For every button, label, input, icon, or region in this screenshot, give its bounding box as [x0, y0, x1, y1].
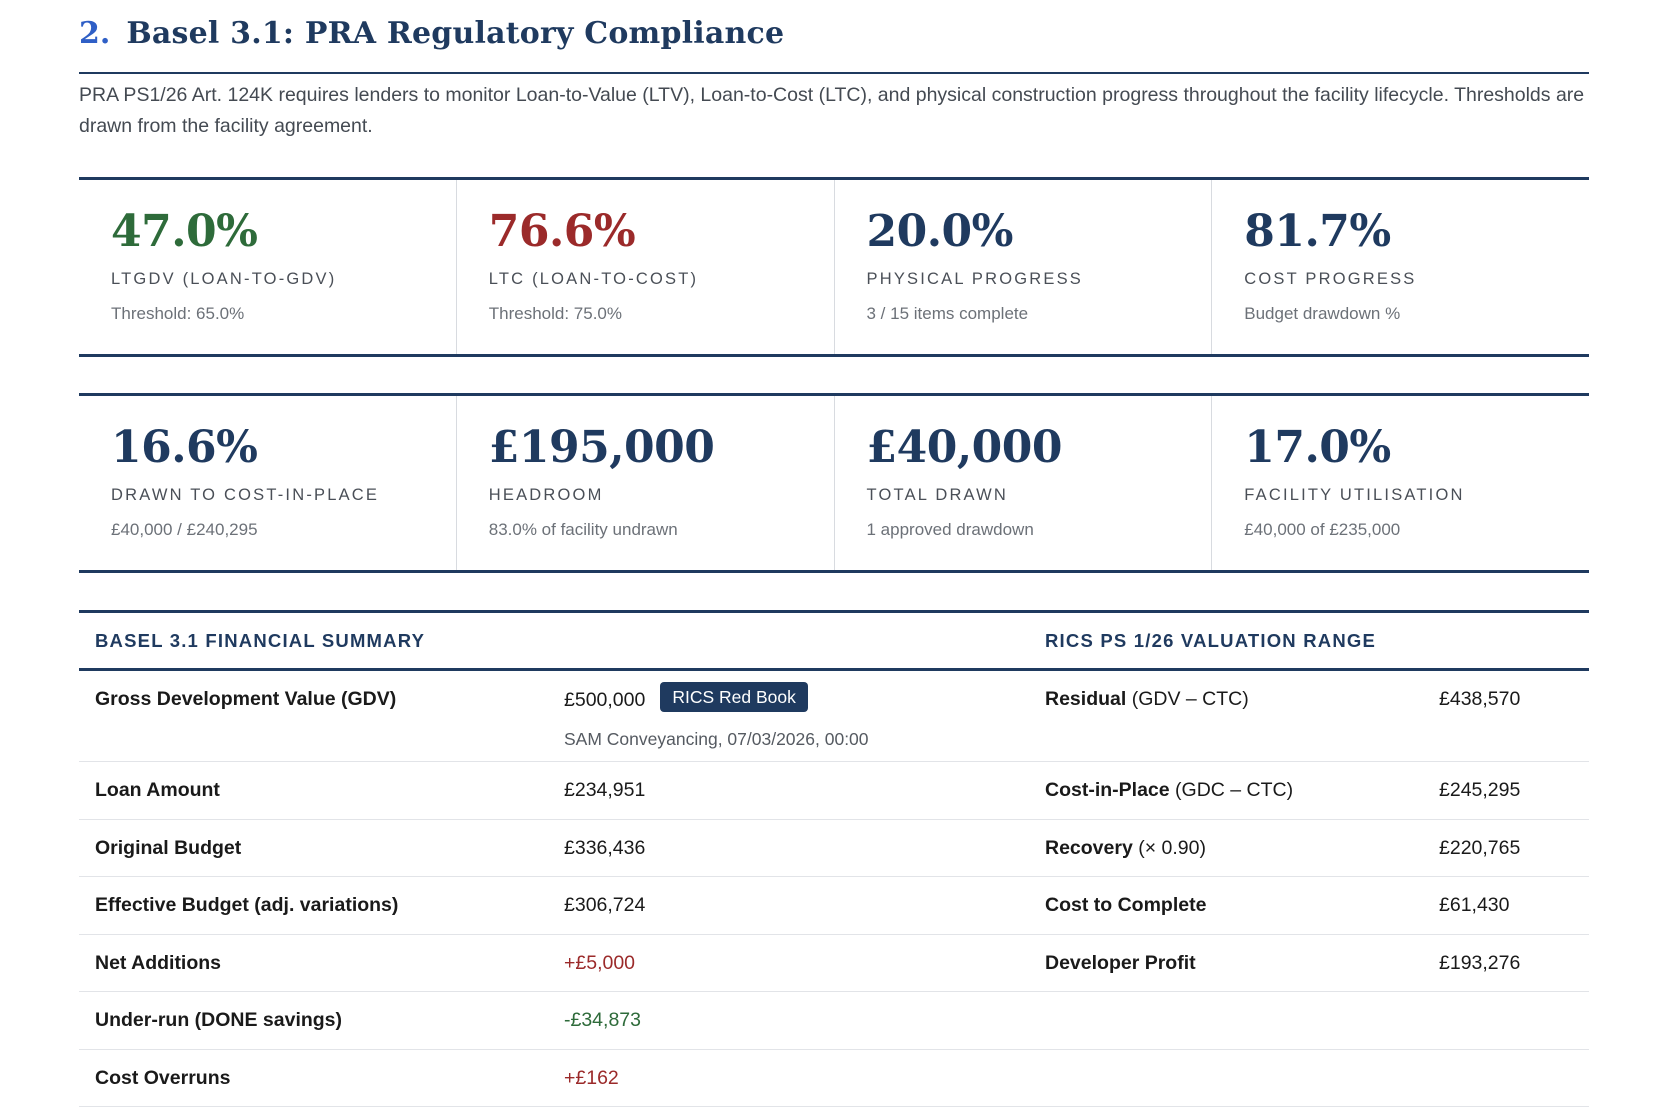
- kpi-value: 17.0%: [1244, 422, 1391, 473]
- kpi-value: 47.0%: [111, 206, 258, 257]
- kpi-value: £195,000: [488, 422, 715, 473]
- row-label: Loan Amount: [95, 779, 220, 801]
- kpi-label: Physical Progress: [866, 270, 1084, 288]
- kpi-label: Drawn to Cost-in-Place: [111, 486, 380, 504]
- kpi-cost-progress: 81.7% Cost Progress Budget drawdown %: [1211, 180, 1589, 354]
- section-heading: Basel 3.1: PRA Regulatory Compliance: [126, 16, 785, 51]
- kpi-subtext: Threshold: 65.0%: [111, 304, 245, 323]
- kpi-ltgdv: 47.0% LTGDV (Loan-to-GDV) Threshold: 65.…: [79, 180, 456, 354]
- kpi-value: 16.6%: [111, 422, 258, 473]
- kpi-headroom: £195,000 Headroom 83.0% of facility undr…: [455, 396, 834, 570]
- row-value: £500,000 RICS Red Book: [564, 682, 808, 712]
- row-label: Net Additions: [95, 951, 222, 974]
- kpi-subtext: 83.0% of facility undrawn: [488, 520, 678, 539]
- valuation-value: £220,765: [1439, 836, 1521, 859]
- section-number: 2.: [79, 16, 111, 51]
- valuation-label: Residual (GDV – CTC): [1045, 688, 1249, 711]
- row-label: Gross Development Value (GDV): [95, 688, 397, 710]
- table-row: Original Budget £336,436 Recovery (× 0.9…: [79, 820, 1589, 877]
- table-row: Effective Budget (adj. variations) £306,…: [79, 877, 1589, 935]
- valuation-label-name: Developer Profit: [1045, 951, 1196, 974]
- kpi-label: Total Drawn: [866, 486, 1009, 504]
- valuation-value: £193,276: [1439, 951, 1521, 974]
- row-value: +£5,000: [564, 951, 636, 974]
- valuation-range-heading: RICS PS 1/26 Valuation Range: [1045, 630, 1377, 651]
- table-row: Under-run (DONE savings) -£34,873: [79, 992, 1589, 1050]
- row-value: £306,724: [564, 894, 646, 916]
- valuation-label: Recovery (× 0.90): [1045, 837, 1206, 860]
- row-value: -£34,873: [564, 1009, 641, 1031]
- kpi-physical-progress: 20.0% Physical Progress 3 / 15 items com…: [833, 180, 1212, 354]
- kpi-value: 81.7%: [1244, 206, 1391, 257]
- kpi-subtext: 3 / 15 items complete: [866, 304, 1029, 323]
- valuation-label-note: (× 0.90): [1132, 836, 1206, 859]
- kpi-label: Cost Progress: [1244, 270, 1417, 288]
- kpi-label: LTC (Loan-to-Cost): [488, 270, 699, 288]
- kpi-grid-primary: 47.0% LTGDV (Loan-to-GDV) Threshold: 65.…: [79, 177, 1589, 357]
- row-label: Effective Budget (adj. variations): [95, 894, 399, 916]
- table-header: Basel 3.1 Financial Summary RICS PS 1/26…: [79, 613, 1589, 671]
- table-row: Net Additions +£5,000 Developer Profit £…: [79, 935, 1589, 992]
- row-value: £234,951: [564, 779, 646, 801]
- kpi-subtext: Threshold: 75.0%: [488, 304, 622, 323]
- financial-summary-heading: Basel 3.1 Financial Summary: [95, 630, 426, 651]
- section-title: 2. Basel 3.1: PRA Regulatory Compliance: [79, 16, 784, 51]
- row-label: Under-run (DONE savings): [95, 1009, 343, 1031]
- table-row: Loan Amount £234,951 Cost-in-Place (GDC …: [79, 762, 1589, 820]
- kpi-total-drawn: £40,000 Total Drawn 1 approved drawdown: [833, 396, 1212, 570]
- valuation-value: £245,295: [1439, 779, 1521, 801]
- kpi-subtext: £40,000 of £235,000: [1244, 520, 1401, 539]
- kpi-value: 20.0%: [866, 206, 1014, 257]
- valuation-value: £438,570: [1439, 688, 1521, 710]
- table-row: Cost Overruns +£162: [79, 1050, 1589, 1107]
- kpi-label: Facility Utilisation: [1244, 486, 1465, 504]
- valuation-label-name: Residual: [1045, 688, 1127, 710]
- valuation-label-name: Cost-in-Place: [1045, 779, 1170, 801]
- valuation-label-note: (GDV – CTC): [1126, 688, 1249, 710]
- row-value: +£162: [564, 1066, 619, 1089]
- row-label: Original Budget: [95, 836, 242, 859]
- kpi-subtext: 1 approved drawdown: [866, 520, 1034, 539]
- valuation-value: £61,430: [1439, 894, 1510, 916]
- kpi-label: Headroom: [488, 486, 604, 504]
- gdv-value: £500,000: [564, 688, 646, 711]
- valuation-source: SAM Conveyancing, 07/03/2026, 00:00: [564, 729, 869, 749]
- valuation-label-name: Recovery: [1045, 836, 1133, 859]
- kpi-ltc: 76.6% LTC (Loan-to-Cost) Threshold: 75.0…: [455, 180, 834, 354]
- kpi-subtext: Budget drawdown %: [1244, 304, 1401, 323]
- table-row: Gross Development Value (GDV) £500,000 R…: [79, 671, 1589, 762]
- kpi-value: 76.6%: [488, 206, 636, 257]
- row-label: Cost Overruns: [95, 1066, 231, 1089]
- valuation-label: Cost-in-Place (GDC – CTC): [1045, 779, 1293, 802]
- row-value: £336,436: [564, 836, 646, 859]
- kpi-subtext: £40,000 / £240,295: [111, 520, 258, 539]
- kpi-drawn-to-cip: 16.6% Drawn to Cost-in-Place £40,000 / £…: [79, 396, 456, 570]
- title-divider: [79, 72, 1589, 74]
- valuation-label-note: (GDC – CTC): [1169, 779, 1294, 801]
- kpi-value: £40,000: [866, 422, 1063, 473]
- kpi-label: LTGDV (Loan-to-GDV): [111, 270, 337, 288]
- valuation-label-name: Cost to Complete: [1045, 894, 1207, 916]
- valuation-label: Developer Profit: [1045, 952, 1196, 975]
- intro-paragraph: PRA PS1/26 Art. 124K requires lenders to…: [79, 84, 1585, 137]
- kpi-facility-utilisation: 17.0% Facility Utilisation £40,000 of £2…: [1211, 396, 1589, 570]
- kpi-grid-secondary: 16.6% Drawn to Cost-in-Place £40,000 / £…: [79, 393, 1589, 573]
- financial-summary-table: Basel 3.1 Financial Summary RICS PS 1/26…: [79, 610, 1589, 1107]
- rics-red-book-badge: RICS Red Book: [660, 682, 808, 712]
- valuation-label: Cost to Complete: [1045, 894, 1206, 917]
